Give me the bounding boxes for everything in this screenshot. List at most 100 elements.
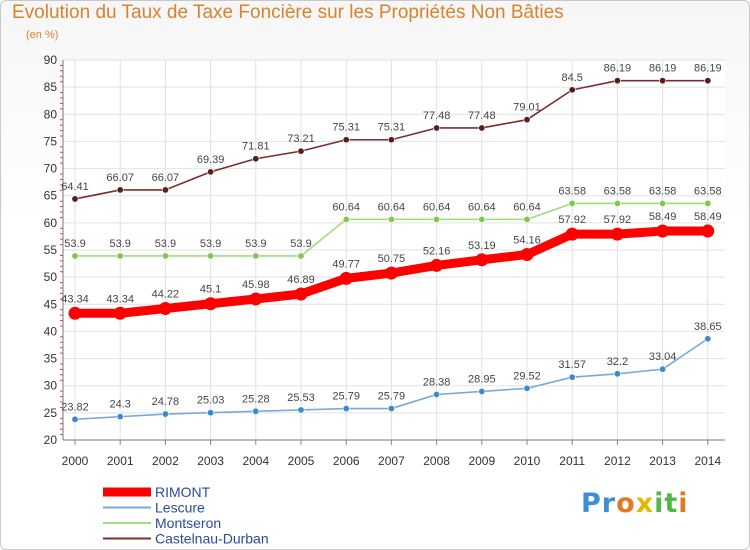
x-tick-label: 2014 (694, 454, 721, 468)
data-label: 45.1 (200, 284, 221, 296)
data-point (116, 252, 124, 260)
data-point (387, 215, 395, 223)
y-tick-label: 80 (44, 107, 58, 121)
data-label: 63.58 (604, 185, 632, 197)
data-point (704, 199, 712, 207)
data-point (433, 215, 441, 223)
data-label: 75.31 (332, 122, 360, 134)
data-point (207, 409, 215, 417)
y-tick-label: 25 (44, 406, 58, 420)
data-label: 57.92 (604, 214, 632, 226)
data-point (207, 168, 215, 176)
data-point (656, 224, 670, 238)
unit-label: (en %) (26, 29, 59, 41)
y-tick-label: 70 (44, 162, 58, 176)
x-tick-label: 2010 (514, 454, 541, 468)
data-point (116, 413, 124, 421)
series-rimont: 43.34 43.34 44.22 45.1 45.98 46.89 49.77 50.75 5… (61, 211, 722, 320)
data-label: 60.64 (513, 201, 541, 213)
data-point (568, 373, 576, 381)
data-label: 53.9 (245, 238, 266, 250)
data-point (297, 252, 305, 260)
data-point (523, 384, 531, 392)
data-point (475, 253, 489, 267)
data-point (339, 271, 353, 285)
data-label: 54.16 (513, 235, 541, 247)
data-label: 23.82 (61, 401, 89, 413)
data-label: 53.9 (155, 238, 176, 250)
grid (63, 59, 725, 441)
data-point (387, 136, 395, 144)
data-point (161, 186, 169, 194)
data-point (387, 405, 395, 413)
data-point (610, 227, 624, 241)
data-point (701, 224, 715, 238)
data-label: 53.9 (64, 238, 85, 250)
data-point (252, 407, 260, 415)
x-tick-label: 2001 (107, 454, 134, 468)
series-montseron: 53.9 53.9 53.9 53.9 53.9 53.9 60.64 60.64 60.64 6… (64, 185, 722, 260)
x-tick-label: 2006 (333, 454, 360, 468)
data-label: 50.75 (378, 253, 406, 265)
data-label: 53.9 (200, 238, 221, 250)
data-point (161, 252, 169, 260)
x-tick-label: 2004 (242, 454, 269, 468)
y-tick-label: 45 (44, 297, 58, 311)
series-lescure: 23.82 24.3 24.78 25.03 25.28 25.53 25.79 25.79 2… (61, 321, 722, 423)
logo-letter: P (581, 488, 602, 519)
data-label: 63.58 (558, 185, 586, 197)
data-label: 53.9 (290, 238, 311, 250)
data-label: 58.49 (694, 211, 722, 223)
data-label: 29.52 (513, 370, 541, 382)
data-point (704, 335, 712, 343)
data-point (568, 86, 576, 94)
data-point (204, 297, 218, 311)
legend-label: RIMONT (155, 484, 211, 500)
series-layer: 64.41 66.07 66.07 69.39 71.81 73.21 75.31 75.31… (61, 63, 722, 423)
x-tick-label: 2009 (468, 454, 495, 468)
data-point (252, 155, 260, 163)
data-label: 44.22 (152, 289, 180, 301)
data-label: 86.19 (604, 63, 632, 75)
data-label: 53.9 (109, 238, 130, 250)
data-label: 75.31 (378, 122, 406, 134)
y-tick-label: 55 (44, 243, 58, 257)
data-point (158, 302, 172, 316)
data-point (704, 77, 712, 85)
data-point (116, 186, 124, 194)
y-tick-label: 65 (44, 189, 58, 203)
data-point (71, 415, 79, 423)
y-tick-label: 90 (44, 53, 58, 67)
data-point (613, 199, 621, 207)
data-label: 86.19 (694, 63, 722, 75)
axes: 20 25 30 35 40 45 50 55 60 65 70 75 80 85 90 2000 2001 20… (44, 53, 725, 468)
y-tick-label: 60 (44, 216, 58, 230)
y-tick-label: 50 (44, 270, 58, 284)
data-label: 60.64 (378, 201, 406, 213)
data-point (568, 199, 576, 207)
data-point (433, 124, 441, 132)
data-point (384, 266, 398, 280)
data-label: 57.92 (558, 214, 586, 226)
data-point (342, 136, 350, 144)
data-label: 32.2 (607, 356, 628, 368)
x-tick-label: 2007 (378, 454, 405, 468)
chart-title: Evolution du Taux de Taxe Foncière sur l… (12, 2, 564, 23)
logo-letter: r (601, 488, 617, 519)
data-label: 60.64 (468, 201, 496, 213)
data-label: 43.34 (106, 293, 134, 305)
data-label: 63.58 (694, 185, 722, 197)
data-point (659, 199, 667, 207)
data-point (659, 365, 667, 373)
data-point (297, 406, 305, 414)
data-label: 66.07 (106, 172, 134, 184)
data-label: 84.5 (561, 72, 582, 84)
data-label: 28.38 (423, 377, 451, 389)
data-label: 53.19 (468, 240, 496, 252)
data-label: 64.41 (61, 181, 89, 193)
y-tick-label: 40 (44, 324, 58, 338)
data-point (478, 387, 486, 395)
data-label: 46.89 (287, 274, 315, 286)
data-point (161, 410, 169, 418)
data-label: 33.04 (649, 351, 677, 363)
